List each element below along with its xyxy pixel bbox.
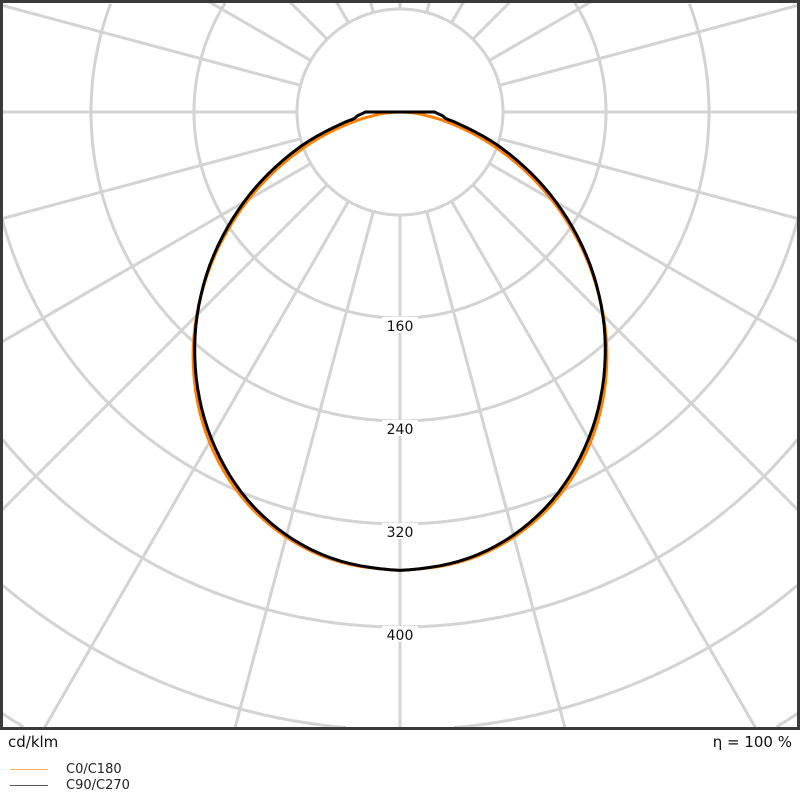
grid-ring [1, 438, 799, 629]
grid-ring [192, 2, 608, 320]
ring-label: 160 [387, 319, 414, 335]
legend-item-c90-c270: C90/C270 [10, 778, 130, 793]
plot-frame [0, 0, 800, 730]
grid-ring [1, 584, 799, 730]
unit-label: cd/klm [8, 733, 59, 751]
legend-label: C90/C270 [66, 778, 130, 793]
grid-radial-line [208, 0, 312, 62]
ring-label-bg [382, 420, 418, 436]
grid-radial-line [43, 200, 350, 729]
ring-label-bg [382, 317, 418, 333]
ring-label: 240 [387, 422, 414, 438]
ring-label: 320 [387, 525, 414, 541]
grid-radial-line [488, 162, 799, 344]
ring-label: 400 [387, 628, 414, 644]
ring-label-bg [382, 626, 418, 642]
grid-radial-line [450, 1, 465, 24]
grid-radial-line [450, 200, 757, 729]
grid-radial-line [499, 3, 799, 87]
grid-radial-line [1, 137, 301, 221]
grid-radial-line [369, 1, 375, 13]
series-curve-c90-c270 [193, 110, 607, 572]
legend-line-c90-c270 [10, 785, 48, 786]
grid-ring [0, 218, 800, 526]
grid-radial-line [499, 137, 799, 221]
grid-radial-line [471, 0, 512, 41]
grid-radial-line [488, 0, 592, 62]
grid-radial-line [0, 183, 329, 512]
grid-radial-line [288, 0, 329, 41]
polar-chart: 160 240 320 400 [0, 0, 800, 730]
legend-item-c0-c180: C0/C180 [10, 762, 122, 777]
grid-radial-line [1, 162, 312, 344]
grid-radial-line [425, 211, 567, 729]
ring-label-bg [382, 523, 418, 539]
grid-radial-line [1, 3, 301, 87]
legend-line-c0-c180 [10, 769, 48, 770]
grid-radial-line [335, 1, 350, 24]
grid-radial-line [233, 211, 375, 729]
plot-area: 160 240 320 400 [0, 0, 800, 730]
legend-label: C0/C180 [66, 762, 122, 777]
grid-radial-line [471, 183, 800, 512]
grid-ring [89, 3, 711, 423]
grid-radial-line [425, 1, 431, 13]
efficiency-label: η = 100 % [712, 733, 792, 751]
grid-ring [1, 711, 799, 729]
